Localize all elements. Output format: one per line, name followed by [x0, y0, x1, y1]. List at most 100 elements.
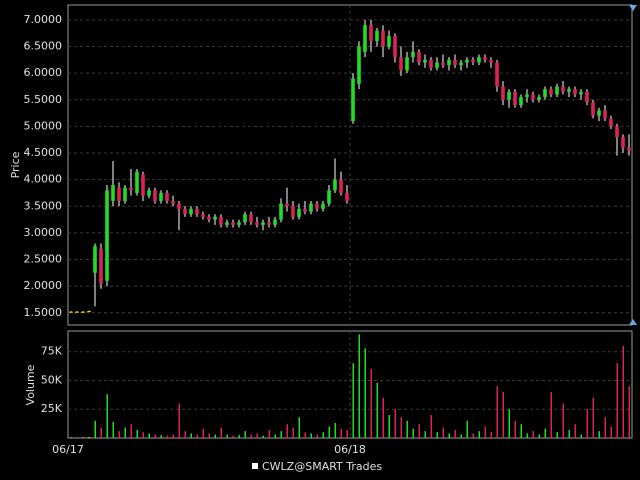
candle-body — [285, 203, 289, 207]
volume-bar — [592, 397, 594, 438]
volume-bar — [622, 345, 624, 438]
volume-bar — [508, 409, 510, 438]
candle-body — [81, 311, 85, 313]
y-tick-label: 6.0000 — [24, 66, 63, 79]
volume-bar — [484, 426, 486, 438]
volume-bar — [160, 435, 162, 438]
y-tick-label: 3.0000 — [24, 226, 63, 239]
volume-bar — [244, 431, 246, 438]
candle-body — [339, 179, 343, 193]
candle-body — [483, 57, 487, 60]
volume-bar — [226, 434, 228, 438]
candle-body — [327, 190, 331, 204]
volume-bar — [70, 437, 72, 438]
candle-body — [111, 184, 115, 201]
candle-body — [279, 203, 283, 220]
volume-bar — [82, 437, 84, 438]
volume-bar — [568, 429, 570, 438]
y-tick-label: 4.5000 — [24, 146, 63, 159]
candle-body — [255, 222, 259, 225]
candle-body — [69, 311, 73, 313]
volume-bar — [586, 409, 588, 438]
candle-body — [459, 62, 463, 66]
candle-body — [129, 187, 133, 191]
volume-tick-label: 75K — [41, 345, 63, 358]
volume-bar — [520, 424, 522, 438]
volume-bar — [124, 427, 126, 438]
candle-body — [333, 179, 337, 191]
candle-body — [201, 214, 205, 217]
candle-body — [345, 192, 349, 201]
candle-body — [141, 174, 145, 196]
candle-body — [381, 30, 385, 47]
volume-bar — [100, 427, 102, 438]
candle-body — [501, 86, 505, 100]
candle-body — [591, 102, 595, 116]
y-tick-label: 5.5000 — [24, 93, 63, 106]
candle-body — [309, 203, 313, 212]
volume-bar — [268, 429, 270, 438]
candle-body — [621, 137, 625, 148]
candle-body — [423, 59, 427, 63]
y-tick-label: 4.0000 — [24, 173, 63, 186]
volume-bar — [298, 417, 300, 438]
legend-swatch — [252, 463, 258, 469]
candle-body — [189, 208, 193, 215]
candle-body — [351, 78, 355, 122]
volume-bar — [358, 334, 360, 438]
scroll-top-marker[interactable] — [629, 5, 637, 11]
candle-body — [153, 190, 157, 201]
volume-bar — [304, 432, 306, 438]
candle-body — [399, 57, 403, 71]
candle-body — [267, 222, 271, 225]
volume-bar — [376, 382, 378, 438]
candle-body — [261, 222, 265, 225]
candle-body — [603, 110, 607, 119]
candle-body — [435, 62, 439, 68]
volume-bar — [526, 433, 528, 438]
candle-body — [369, 25, 373, 42]
volume-bar — [394, 409, 396, 438]
candle-body — [87, 311, 91, 313]
x-tick-label: 06/18 — [334, 443, 366, 456]
candle-body — [315, 203, 319, 209]
candle-body — [609, 118, 613, 127]
volume-bar — [328, 426, 330, 438]
volume-bar — [448, 433, 450, 438]
volume-bar — [172, 434, 174, 438]
volume-bar — [364, 348, 366, 438]
volume-bar — [382, 397, 384, 438]
volume-bar — [322, 432, 324, 438]
candle-body — [171, 200, 175, 204]
volume-bar — [250, 434, 252, 438]
volume-bar — [400, 417, 402, 438]
candle-body — [585, 91, 589, 103]
candle-body — [75, 311, 79, 313]
candle-body — [207, 216, 211, 220]
volume-bar — [238, 435, 240, 438]
volume-bar — [418, 424, 420, 438]
volume-bar — [532, 431, 534, 438]
volume-bar — [514, 420, 516, 438]
volume-bar — [346, 429, 348, 438]
candle-body — [627, 147, 631, 151]
volume-bar — [88, 437, 90, 438]
candle-body — [363, 25, 367, 52]
volume-bar — [208, 433, 210, 438]
volume-bar — [154, 434, 156, 438]
candle-body — [615, 126, 619, 138]
candle-body — [429, 59, 433, 68]
volume-bar — [166, 435, 168, 438]
candle-body — [231, 222, 235, 225]
volume-bar — [490, 432, 492, 438]
candle-body — [537, 97, 541, 100]
volume-bar — [574, 424, 576, 438]
candle-body — [417, 51, 421, 63]
candle-body — [237, 222, 241, 225]
scroll-bottom-marker[interactable] — [629, 319, 637, 325]
candle-body — [93, 246, 97, 273]
candle-body — [321, 203, 325, 209]
candle-body — [489, 59, 493, 63]
candle-body — [579, 91, 583, 95]
